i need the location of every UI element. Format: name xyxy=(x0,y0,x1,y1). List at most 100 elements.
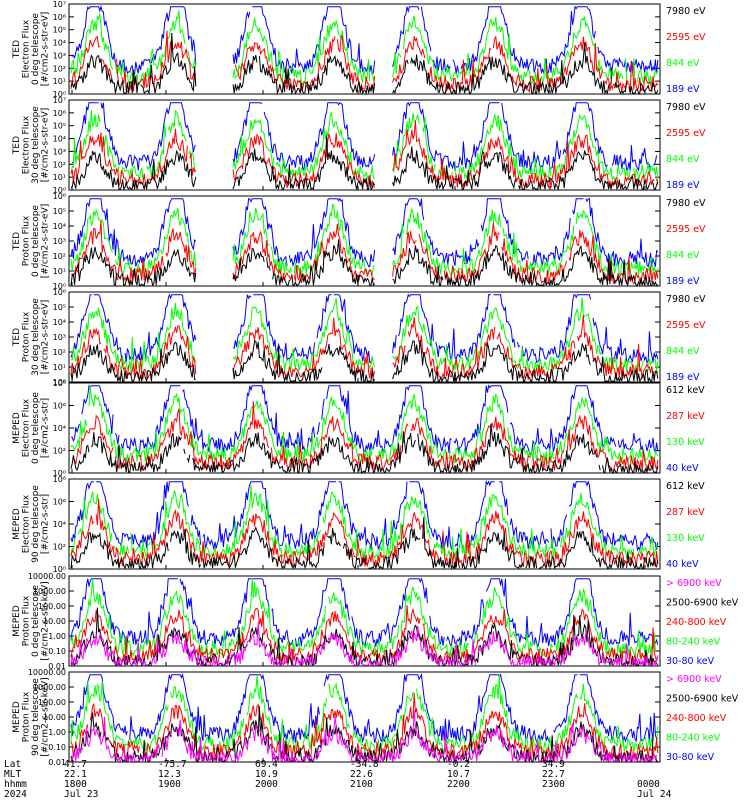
y-tick-label: 10⁶ xyxy=(53,288,66,297)
y-axis-label-line: TED xyxy=(12,232,22,251)
series-trace-blue xyxy=(70,197,659,268)
y-tick-label: 10⁰ xyxy=(53,378,66,387)
y-tick-label: 10⁷ xyxy=(53,96,66,105)
legend-entry: 240-800 keV xyxy=(666,617,727,628)
y-tick-label: 10⁶ xyxy=(53,192,66,201)
y-axis-label-line: 0 deg telescope xyxy=(31,13,41,85)
series-trace-black xyxy=(70,517,659,571)
legend-entry: 7980 eV xyxy=(666,102,706,113)
legend-entry: 189 eV xyxy=(666,372,700,383)
y-tick-label: 10⁷ xyxy=(53,0,66,9)
x-tick-label: 1800 xyxy=(64,779,87,790)
x-tick-label: 2100 xyxy=(350,779,373,790)
y-axis-label-line: [#/cm2-s-str-keV] xyxy=(41,677,51,756)
legend-entry: 189 eV xyxy=(666,180,700,191)
x-tick-label: -0.2 xyxy=(447,759,470,770)
y-tick-label: 10¹ xyxy=(53,267,66,276)
series-trace-black xyxy=(70,339,659,384)
x-tick-label: -34.8 xyxy=(350,759,379,770)
legend-entry: 612 keV xyxy=(666,481,705,492)
x-tick-label: 41.7 xyxy=(64,759,87,770)
y-tick-label: 10⁴ xyxy=(53,135,66,144)
y-tick-label: 10⁶ xyxy=(53,13,66,22)
legend-entry: 189 eV xyxy=(666,84,700,95)
y-tick-label: 10¹ xyxy=(53,363,66,372)
y-axis-label: MEPEDElectron Flux90 deg telescope[#/cm2… xyxy=(12,485,51,563)
legend-entry: 189 eV xyxy=(666,276,700,287)
series-trace-blue xyxy=(70,577,659,649)
legend-entry: 240-800 keV xyxy=(666,713,727,724)
x-tick-label: 2000 xyxy=(255,779,278,790)
y-tick-label: 10⁰ xyxy=(53,282,66,291)
legend-entry: 130 keV xyxy=(666,533,705,544)
y-tick-label: 10³ xyxy=(53,237,66,246)
x-tick-label: 2300 xyxy=(542,779,565,790)
x-tick-label: 22.1 xyxy=(64,769,87,780)
series-trace-magenta xyxy=(70,710,658,764)
y-tick-label: 10² xyxy=(53,160,66,169)
y-tick-label: 1.00 xyxy=(48,632,66,641)
series-trace-black xyxy=(70,32,659,96)
y-tick-label: 10³ xyxy=(53,51,66,60)
y-tick-label: 10⁴ xyxy=(53,39,66,48)
series-trace-black xyxy=(70,239,658,288)
legend-entry: 287 keV xyxy=(666,507,705,518)
panel-7: 10000.00 1000.00 100.00 10.00 1.00 0.10 0.01 ME… xyxy=(12,572,739,671)
y-tick-label: 10² xyxy=(53,543,66,552)
series-trace-blue xyxy=(71,101,658,172)
legend-entry: 7980 eV xyxy=(666,198,706,209)
y-axis-label-line: MEPED xyxy=(12,508,22,540)
legend-entry: 844 eV xyxy=(666,154,700,165)
y-axis-label-line: MEPED xyxy=(12,605,22,637)
y-axis-label-line: TED xyxy=(12,328,22,347)
series-trace-black xyxy=(70,135,659,192)
y-tick-label: 10⁰ xyxy=(53,186,66,195)
y-axis-label-line: [#/cm2-s-str-eV] xyxy=(41,300,51,375)
y-axis-label-line: [#/cm2-s-str-eV] xyxy=(41,108,51,183)
series-trace-red xyxy=(70,220,659,286)
y-tick-label: 10⁶ xyxy=(53,402,66,411)
legend-entry: 130 keV xyxy=(666,437,705,448)
series-trace-green xyxy=(70,385,659,465)
y-tick-label: 10⁰ xyxy=(53,90,66,99)
y-tick-label: 10⁵ xyxy=(53,207,66,216)
y-axis-label: TEDProton Flux0 deg telescope[#/cm2-s-st… xyxy=(12,204,51,279)
legend-entry: 80-240 keV xyxy=(666,733,721,744)
x-tick-label: 0000 xyxy=(637,779,660,790)
y-tick-label: 10⁶ xyxy=(53,109,66,118)
y-tick-label: 10.00 xyxy=(43,617,66,626)
legend-entry: 844 eV xyxy=(666,346,700,357)
y-axis-label: MEPEDProton Flux0 deg telescope[#/cm2-s-… xyxy=(12,581,51,660)
series-trace-blue xyxy=(70,672,658,744)
series-trace-blue xyxy=(70,384,659,456)
y-tick-label: 10² xyxy=(53,252,66,261)
y-axis-label-line: 0 deg telescope xyxy=(31,392,41,464)
y-axis-label-line: 0 deg telescope xyxy=(31,205,41,277)
y-tick-label: 0.10 xyxy=(48,647,66,656)
y-tick-label: 10¹ xyxy=(53,173,66,182)
y-axis-label: MEPEDProton Flux90 deg telescope[#/cm2-s… xyxy=(12,677,51,756)
y-axis-label: TEDProton Flux30 deg telescope[#/cm2-s-s… xyxy=(12,298,51,376)
y-axis-label-line: TED xyxy=(12,136,22,155)
y-tick-label: 1.00 xyxy=(48,728,66,737)
y-tick-label: 100.00 xyxy=(38,602,66,611)
x-tick-label: 22.6 xyxy=(350,769,373,780)
y-axis-label-line: Electron Flux xyxy=(22,19,32,78)
y-tick-label: 10³ xyxy=(53,147,66,156)
legend-entry: 30-80 keV xyxy=(666,656,715,667)
y-tick-label: 10.00 xyxy=(43,713,66,722)
x-tick-label: 1900 xyxy=(158,779,181,790)
legend-entry: 7980 eV xyxy=(666,6,706,17)
y-axis-label-line: 30 deg telescope xyxy=(31,298,41,376)
legend-entry: 844 eV xyxy=(666,250,700,261)
y-tick-label: 10⁴ xyxy=(53,520,66,529)
legend-entry: 2595 eV xyxy=(666,32,706,43)
y-axis-label: TEDElectron Flux30 deg telescope[#/cm2-s… xyxy=(12,106,51,184)
y-axis-label: TEDElectron Flux0 deg telescope[#/cm2-s-… xyxy=(12,12,51,87)
y-axis-label-line: Electron Flux xyxy=(22,398,32,457)
